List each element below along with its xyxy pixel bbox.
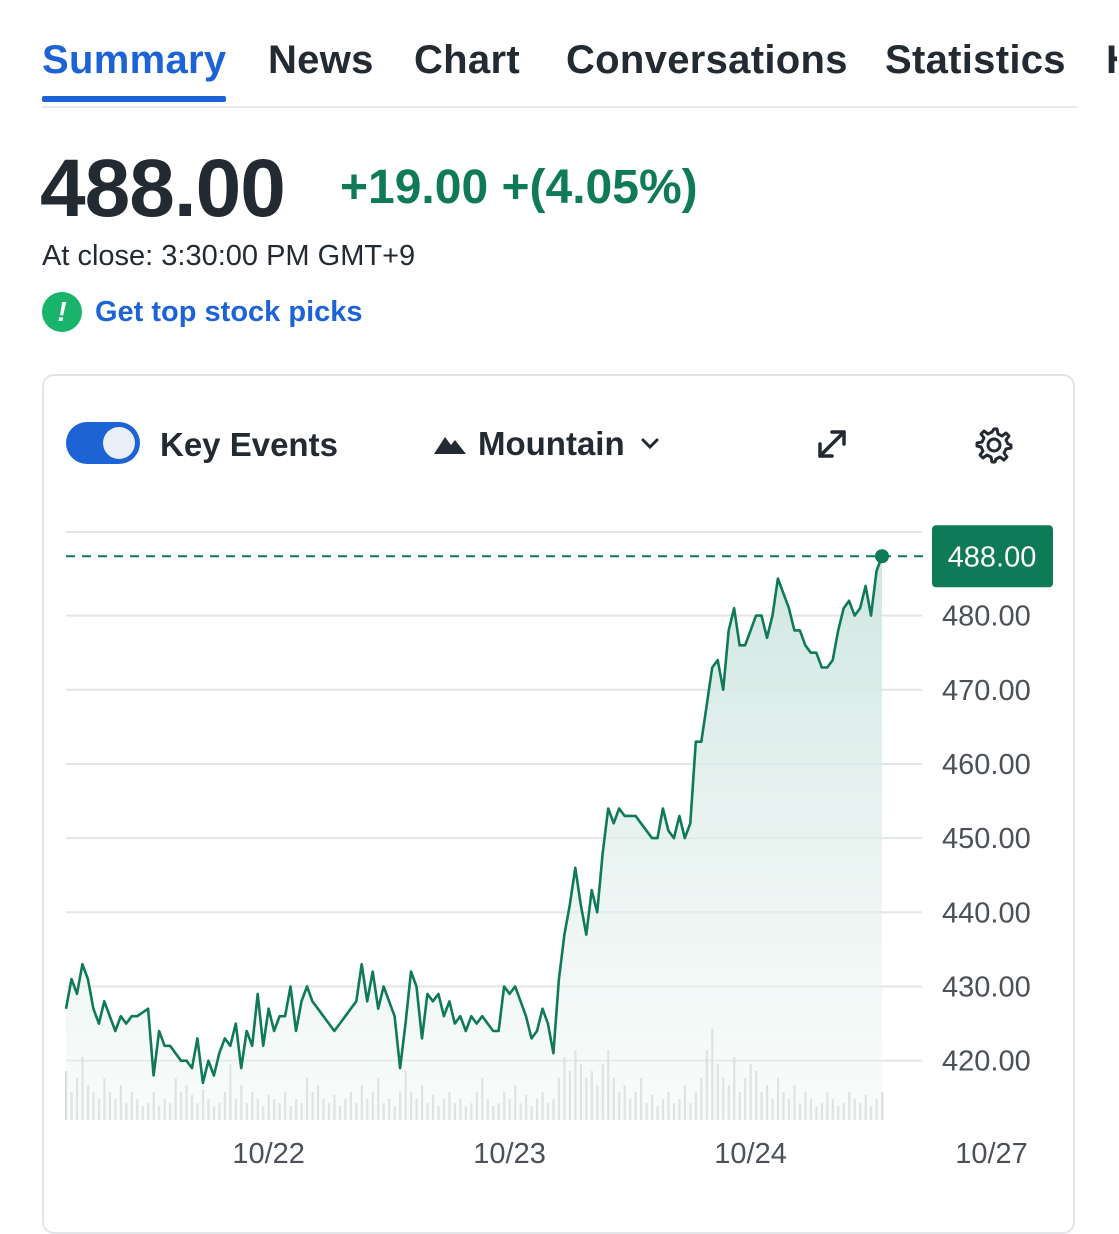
y-tick-label: 430.00	[942, 971, 1031, 1003]
chart-type-label: Mountain	[478, 425, 625, 462]
current-price-dot	[875, 549, 889, 564]
y-tick-label: 420.00	[942, 1046, 1031, 1078]
current-price: 488.00	[40, 143, 286, 234]
exclamation-icon: !	[42, 292, 82, 332]
tab-summary[interactable]: Summary	[42, 38, 227, 82]
top-stock-picks-link[interactable]: ! Get top stock picks	[42, 292, 363, 332]
tab-conversations[interactable]: Conversations	[566, 38, 848, 82]
chevron-down-icon	[641, 438, 659, 450]
price-change-percent: +(4.05%)	[501, 161, 698, 214]
y-tick-label: 470.00	[942, 675, 1031, 707]
tab-historical[interactable]: H	[1106, 38, 1117, 83]
y-tick-label: 460.00	[942, 749, 1031, 781]
expand-icon[interactable]	[814, 426, 850, 462]
y-tick-label: 450.00	[942, 823, 1031, 855]
current-price-tag-box	[932, 525, 1053, 588]
price-line	[64, 555, 884, 1085]
price-change-value: +19.00	[340, 161, 489, 214]
tab-chart[interactable]: Chart	[414, 38, 520, 82]
x-axis-labels: 10/22 10/23 10/24 10/27	[232, 1138, 1027, 1170]
price-change: +19.00 +(4.05%)	[340, 160, 698, 215]
chart-card: Key Events Mountain	[42, 374, 1075, 1234]
x-tick-label: 10/27	[955, 1138, 1028, 1170]
x-tick-label: 10/22	[232, 1138, 305, 1170]
key-events-toggle[interactable]	[66, 422, 140, 464]
x-tick-label: 10/24	[714, 1138, 787, 1170]
tab-news[interactable]: News	[268, 38, 374, 82]
volume-bar	[881, 1092, 884, 1120]
y-axis-labels: 480.00 470.00 460.00 450.00 440.00 430.00 420.…	[942, 601, 1031, 1078]
price-chart[interactable]: 488.00 480.00 470.00 460.00 450.00 440.00 430…	[0, 0, 1119, 1200]
gear-icon[interactable]	[975, 426, 1013, 464]
top-stock-picks-label: Get top stock picks	[95, 295, 363, 328]
quote-tabs: Summary News Chart Conversations Statist…	[42, 34, 1117, 108]
price-area	[66, 556, 882, 1120]
active-tab-indicator	[42, 96, 226, 102]
y-tick-label: 480.00	[942, 601, 1031, 633]
current-price-tag: 488.00	[932, 525, 1053, 588]
toggle-knob	[103, 427, 135, 459]
chart-type-dropdown[interactable]: Mountain	[434, 424, 659, 464]
key-events-label: Key Events	[160, 426, 338, 463]
mountain-icon	[434, 437, 466, 454]
market-close-time: At close: 3:30:00 PM GMT+9	[42, 240, 416, 272]
y-tick-label: 440.00	[942, 897, 1031, 929]
current-price-tag-label: 488.00	[948, 541, 1037, 573]
x-tick-label: 10/23	[473, 1138, 546, 1170]
tab-statistics[interactable]: Statistics	[885, 38, 1066, 82]
